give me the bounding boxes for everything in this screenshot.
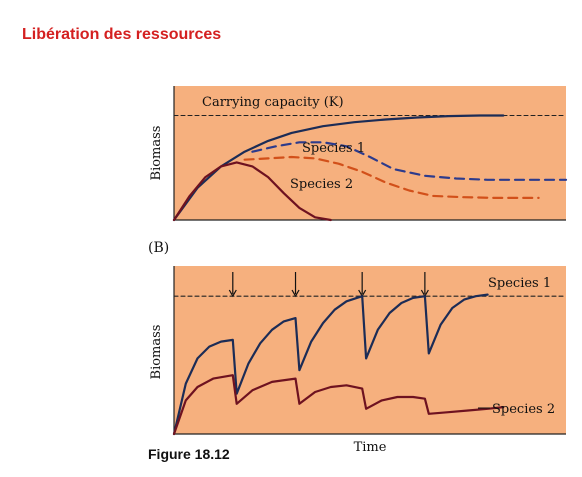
- panel-b-species1-label: Species 1: [488, 276, 551, 291]
- panel-a-species1-label: Species 1: [302, 141, 365, 156]
- figure-caption: Figure 18.12: [148, 446, 230, 462]
- panel-b-ylabel: Biomass: [149, 325, 164, 380]
- panel-a-series-line: [243, 155, 540, 199]
- panel-b-series-line: [172, 374, 505, 436]
- panel-b-xlabel: Time: [354, 440, 387, 455]
- panel-a-series-line: [172, 161, 332, 222]
- panel-b-species2-label: Species 2: [492, 402, 555, 417]
- panel-b-lines: [172, 293, 567, 436]
- panel-a-ylabel: Biomass: [149, 126, 164, 181]
- panel-a-lines: [172, 114, 568, 222]
- panel-a-series-line: [251, 141, 568, 181]
- panel-a-species2-label: Species 2: [290, 177, 353, 192]
- panel-b-label: (B): [148, 240, 169, 256]
- panel-a-capacity-label: Carrying capacity (K): [202, 95, 344, 110]
- panel-b-series-line: [172, 293, 489, 436]
- page-title: Libération des ressources: [22, 26, 222, 43]
